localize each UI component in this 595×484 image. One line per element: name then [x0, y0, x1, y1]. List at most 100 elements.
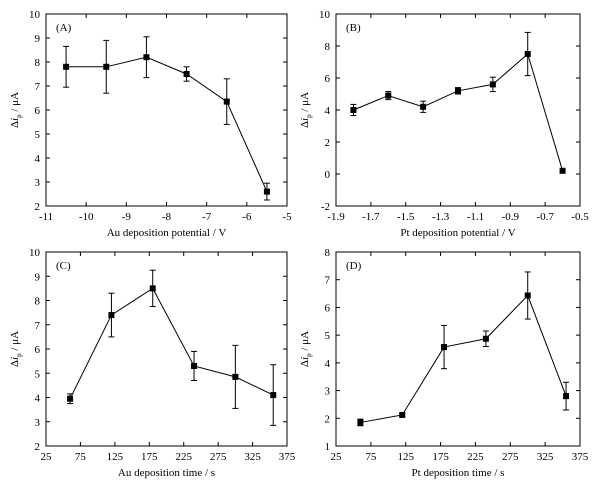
y-tick-label: 3 — [35, 177, 41, 189]
plot-frame — [335, 251, 581, 447]
series-line — [69, 287, 274, 399]
y-tick-label: 4 — [35, 393, 41, 405]
x-tick-label: -11 — [39, 211, 53, 223]
x-tick-label: -0.7 — [536, 211, 554, 223]
data-point — [183, 71, 190, 77]
y-tick-label: 4 — [325, 358, 331, 370]
y-tick-label: 8 — [35, 296, 41, 308]
series-line — [360, 294, 567, 423]
data-point — [489, 81, 496, 88]
y-tick-label: 5 — [35, 368, 41, 380]
y-tick-label: 10 — [29, 9, 41, 21]
x-tick-label: 375 — [279, 451, 296, 463]
y-tick-label: 3 — [35, 417, 41, 429]
data-point — [191, 362, 198, 369]
data-point — [103, 63, 110, 70]
x-tick-label: 275 — [502, 451, 519, 463]
x-tick-label: -7 — [202, 211, 212, 223]
data-point — [524, 51, 531, 57]
data-point — [399, 411, 406, 418]
data-point — [63, 63, 70, 70]
y-axis-title: Δip / μA — [9, 92, 23, 128]
y-tick-label: 5 — [325, 330, 331, 342]
y-tick-label: 8 — [325, 41, 331, 53]
x-tick-label: 325 — [244, 451, 261, 463]
y-tick-label: 10 — [319, 9, 331, 21]
data-point — [149, 285, 156, 292]
y-tick-label: 2 — [35, 201, 41, 213]
series-line — [66, 56, 268, 192]
x-tick-label: 75 — [365, 451, 377, 463]
data-point — [143, 54, 150, 61]
y-axis-title: Δip / μA — [299, 331, 313, 367]
x-tick-label: 225 — [467, 451, 484, 463]
plot-frame — [45, 251, 288, 447]
x-axis-title: Pt deposition potential / V — [400, 227, 515, 239]
x-tick-label: -10 — [79, 211, 94, 223]
data-point — [263, 188, 270, 195]
x-tick-label: -5 — [282, 211, 292, 223]
chart-panel-2: -1.9 -1.7 -1.5 -1.3 -1.1 -0.9 -0.7 -0.5 -2 0 2 4 6 8 1… — [299, 9, 589, 239]
x-tick-label: -0.5 — [571, 211, 589, 223]
plot-frame — [45, 13, 288, 207]
data-point — [455, 87, 461, 94]
x-tick-label: -1.9 — [327, 211, 345, 223]
x-tick-label: 225 — [175, 451, 192, 463]
panel-label: (D) — [346, 260, 362, 272]
x-tick-label: 375 — [572, 451, 589, 463]
y-tick-label: 3 — [325, 386, 331, 398]
y-tick-label: 7 — [35, 81, 41, 93]
x-axis-title: Au deposition potential / V — [107, 227, 227, 239]
y-tick-label: 7 — [35, 320, 41, 332]
plot-frame — [335, 13, 581, 207]
y-axis-title: Δip / μA — [299, 92, 313, 128]
y-tick-label: 6 — [35, 344, 41, 356]
y-tick-label: 4 — [35, 153, 41, 165]
y-tick-label: 1 — [325, 441, 331, 453]
y-tick-label: 6 — [35, 105, 41, 117]
data-point — [270, 392, 277, 399]
data-point — [385, 92, 392, 99]
x-tick-label: 175 — [141, 451, 158, 463]
x-tick-label: 75 — [75, 451, 87, 463]
x-tick-label: -1.3 — [432, 211, 450, 223]
x-tick-label: -9 — [122, 211, 132, 223]
y-tick-label: 2 — [35, 441, 41, 453]
series-line — [353, 53, 564, 171]
x-axis-title: Pt deposition time / s — [412, 467, 505, 479]
data-point — [232, 373, 239, 380]
chart-panel-1: -11 -10 -9 -8 -7 -6 -5 2 3 4 5 6 7 8 9 10 Au deposition … — [9, 9, 292, 239]
y-tick-label: -2 — [321, 201, 330, 213]
y-tick-label: 2 — [325, 413, 331, 425]
x-tick-label: 175 — [432, 451, 449, 463]
y-tick-label: 5 — [35, 129, 41, 141]
y-tick-label: 8 — [35, 57, 41, 69]
x-tick-label: 125 — [397, 451, 414, 463]
x-tick-label: -1.7 — [362, 211, 380, 223]
panel-label: (A) — [56, 22, 72, 34]
y-tick-label: 9 — [35, 33, 41, 45]
panel-label: (C) — [56, 260, 71, 272]
y-tick-label: 10 — [29, 247, 41, 259]
x-tick-label: -8 — [162, 211, 172, 223]
x-axis-title: Au deposition time / s — [118, 467, 215, 479]
x-tick-label: 275 — [210, 451, 227, 463]
y-axis-title: Δip / μA — [9, 331, 23, 367]
x-tick-label: 25 — [331, 451, 343, 463]
panel-label: (B) — [346, 22, 361, 34]
x-tick-label: -1.5 — [397, 211, 415, 223]
data-point — [524, 292, 531, 299]
x-tick-label: -0.9 — [502, 211, 520, 223]
x-tick-label: 325 — [537, 451, 554, 463]
x-tick-label: 25 — [41, 451, 53, 463]
x-tick-label: -1.1 — [467, 211, 484, 223]
data-point — [350, 107, 357, 113]
y-tick-label: 6 — [325, 73, 331, 85]
x-tick-label: -6 — [242, 211, 252, 223]
data-point — [420, 103, 427, 110]
data-point — [67, 395, 74, 402]
chart-panel-4: 25 75 125 175 225 275 325 375 1 2 3 4 5 6 7 8 Pt deposit… — [299, 247, 589, 479]
data-point — [482, 335, 489, 342]
y-tick-label: 9 — [35, 271, 41, 283]
